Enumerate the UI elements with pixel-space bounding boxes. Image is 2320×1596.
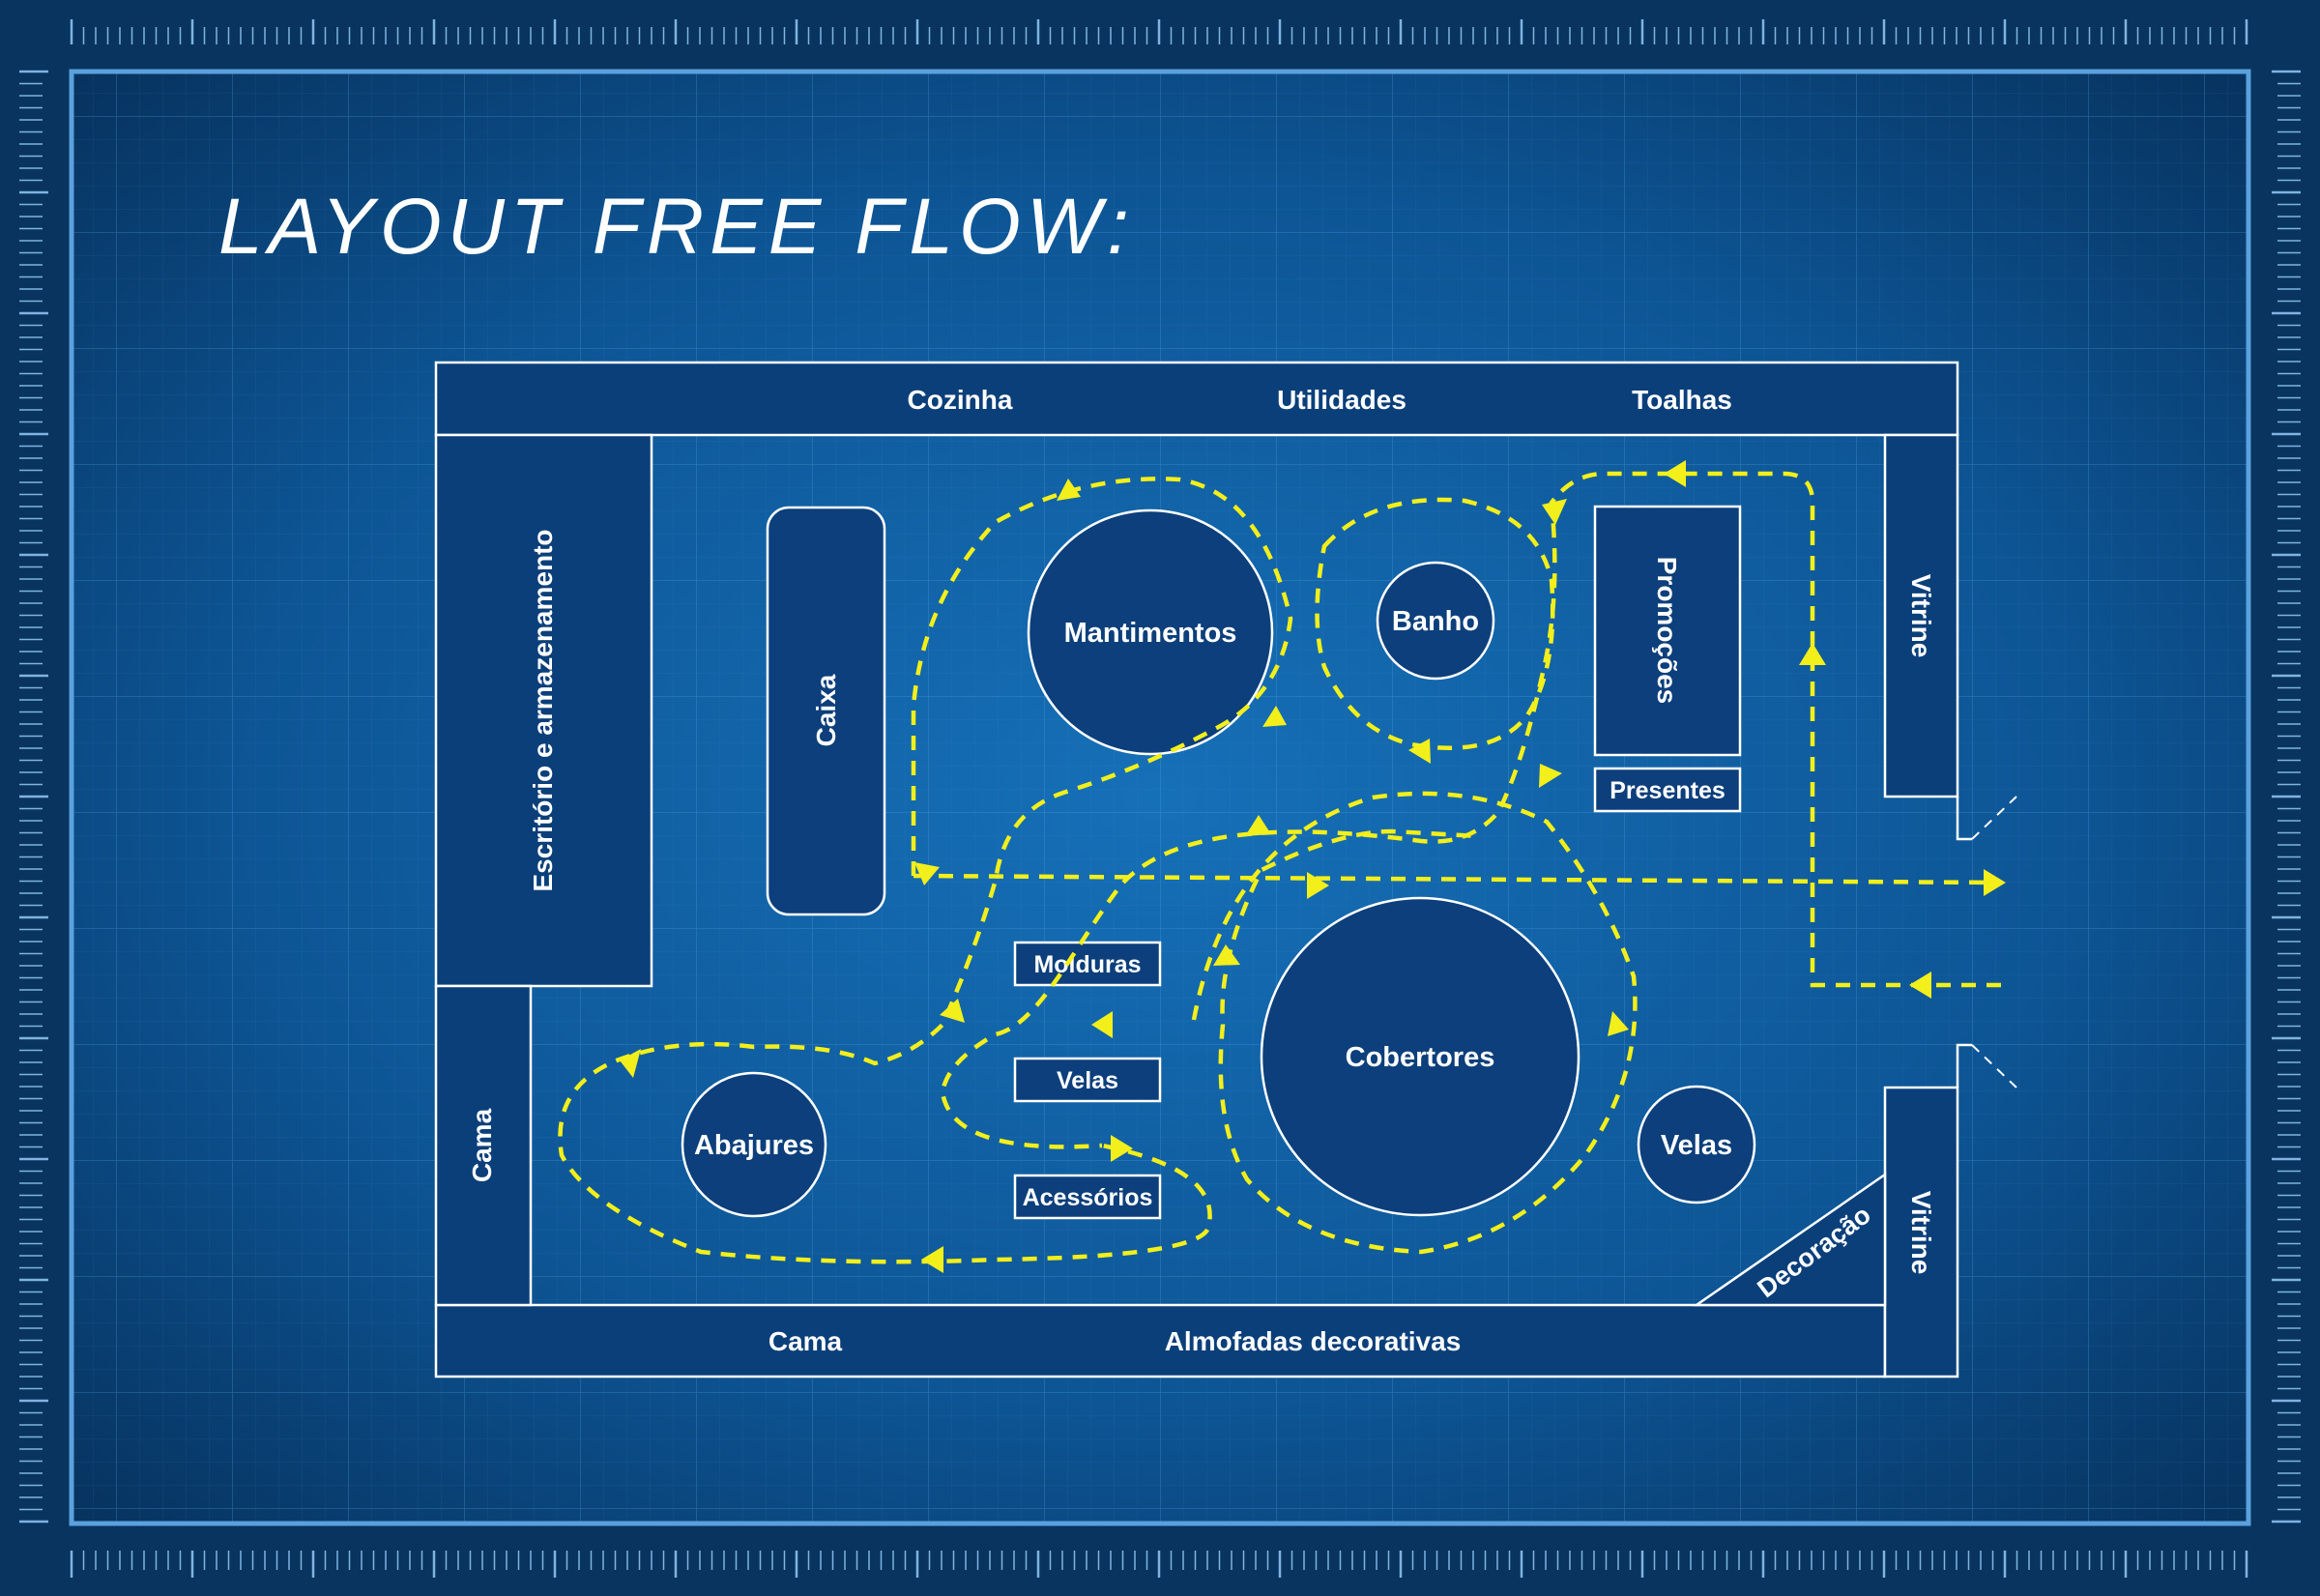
arrow-exit-right	[1984, 869, 2006, 896]
arrow-top-corridor	[1664, 460, 1686, 487]
zone-vitrine-bottom	[1883, 1086, 1959, 1378]
fixture-promocoes	[1593, 505, 1742, 757]
island-abajures	[681, 1071, 827, 1218]
arrow-molduras-down	[940, 999, 965, 1023]
sheet-frame	[69, 69, 2251, 1526]
customer-flow-paths	[558, 471, 2002, 1264]
zone-vitrine-top	[1883, 433, 1959, 798]
arrow-mantimentos-exit	[1262, 706, 1287, 727]
ruler-bottom	[70, 1551, 2248, 1578]
fixture-molduras	[1013, 941, 1162, 987]
arrow-entrance	[1909, 972, 1931, 999]
arrow-banho-entry	[1542, 499, 1567, 525]
ruler-top	[70, 19, 2248, 44]
fixture-label-velas-box: Velas	[1057, 1067, 1118, 1094]
fixture-presentes	[1593, 767, 1742, 813]
island-label-banho: Banho	[1392, 606, 1479, 637]
flow-path-cobertores-loop	[1191, 791, 1638, 1255]
fixture-caixa	[766, 506, 886, 916]
zone-label-vitrine-bottom: Vitrine	[1906, 1191, 1936, 1275]
fixture-label-acessorios: Acessórios	[1023, 1184, 1153, 1211]
zone-decoracao	[1692, 1172, 1887, 1307]
zone-left-bed	[434, 984, 533, 1307]
fixture-label-caixa: Caixa	[811, 674, 841, 746]
zone-label-almofadas: Almofadas decorativas	[1165, 1326, 1462, 1356]
island-label-velas: Velas	[1661, 1130, 1732, 1161]
flow-path-banho-loop	[1315, 497, 1555, 750]
door-frame-bottom	[1956, 1043, 1972, 1088]
zone-top-strip	[434, 361, 1959, 437]
island-label-mantimentos: Mantimentos	[1064, 618, 1237, 649]
fixture-label-promocoes: Promoções	[1652, 557, 1682, 705]
ruler-right	[2272, 70, 2301, 1523]
fixture-velas-box	[1013, 1057, 1162, 1103]
arrow-mantimentos-top	[1057, 479, 1081, 501]
fixture-label-presentes: Presentes	[1610, 777, 1726, 804]
arrow-up-right-corridor	[1799, 643, 1826, 665]
arrow-aisle-start	[914, 862, 940, 885]
island-cobertores	[1260, 896, 1580, 1217]
ruler-left	[19, 70, 48, 1523]
zone-label-utilidades: Utilidades	[1277, 385, 1406, 415]
arrow-banho-bottom	[1408, 739, 1431, 764]
island-label-abajures: Abajures	[694, 1130, 814, 1161]
flow-path-main-aisle	[913, 873, 2002, 885]
fixture-acessorios	[1013, 1174, 1162, 1220]
zone-label-office: Escritório e armazenamento	[528, 529, 558, 891]
arrow-velas-left	[1091, 1011, 1113, 1038]
arrow-cobertores-top	[1245, 815, 1271, 836]
zone-label-cama-left: Cama	[467, 1108, 497, 1182]
flow-path-entrance-loop	[940, 471, 2001, 1149]
arrow-bottom-left	[921, 1246, 943, 1273]
island-velas	[1637, 1085, 1756, 1204]
arrow-right-down	[1539, 764, 1562, 788]
arrow-cobertores-right	[1608, 1011, 1629, 1036]
zone-label-cama-bottom: Cama	[768, 1326, 843, 1356]
door-frame-top	[1956, 797, 1972, 841]
fixture-label-molduras: Molduras	[1033, 951, 1141, 978]
arrow-cobertores-left	[1213, 944, 1240, 966]
island-mantimentos	[1027, 508, 1274, 756]
arrow-abajures-top	[620, 1049, 641, 1078]
zone-label-vitrine-top: Vitrine	[1906, 574, 1936, 658]
island-banho	[1376, 561, 1495, 681]
page-title: LAYOUT FREE FLOW:	[218, 183, 1135, 271]
arrow-aisle-mid	[1307, 872, 1329, 899]
flow-arrows	[620, 460, 2006, 1273]
zone-label-toalhas: Toalhas	[1632, 385, 1732, 415]
zone-bottom-strip	[434, 1303, 1887, 1378]
zone-label-cozinha: Cozinha	[908, 385, 1013, 415]
island-label-cobertores: Cobertores	[1346, 1042, 1495, 1073]
arrow-acessorios-right	[1111, 1135, 1133, 1162]
zone-office	[434, 433, 653, 988]
